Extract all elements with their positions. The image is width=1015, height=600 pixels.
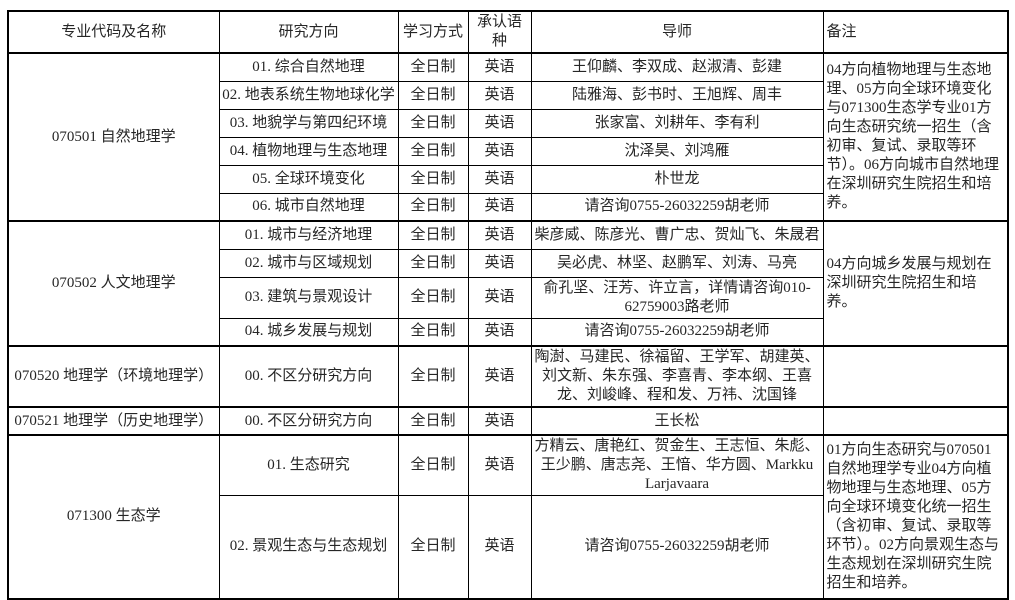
- study-mode-cell: 全日制: [397, 80, 469, 110]
- language-cell: 英语: [467, 52, 532, 82]
- direction-cell: 00. 不区分研究方向: [218, 345, 399, 408]
- advisors-cell: 王长松: [530, 406, 824, 436]
- direction-cell: 04. 植物地理与生态地理: [218, 136, 399, 166]
- advisors-cell: 张家富、刘耕年、李有利: [530, 108, 824, 138]
- study-mode-cell: 全日制: [397, 192, 469, 222]
- direction-cell: 02. 地表系统生物地球化学: [218, 80, 399, 110]
- remark-cell: [822, 406, 1009, 436]
- language-cell: 英语: [467, 317, 532, 347]
- table-row: 04. 植物地理与生态地理 全日制 英语 沈泽昊、刘鸿雁: [8, 136, 1008, 166]
- study-mode-cell: 全日制: [397, 164, 469, 194]
- col-header-accepted-language: 承认语种: [467, 10, 532, 54]
- direction-cell: 04. 城乡发展与规划: [218, 317, 399, 347]
- direction-cell: 02. 景观生态与生态规划: [218, 495, 399, 599]
- study-mode-cell: 全日制: [397, 345, 469, 408]
- advisors-cell: 柴彦威、陈彦光、曹广忠、贺灿飞、朱晟君: [530, 220, 824, 250]
- study-mode-cell: 全日制: [397, 220, 469, 250]
- col-header-remarks: 备注: [822, 10, 1009, 54]
- direction-cell: 01. 城市与经济地理: [218, 220, 399, 250]
- language-cell: 英语: [467, 192, 532, 222]
- direction-cell: 00. 不区分研究方向: [218, 406, 399, 436]
- language-cell: 英语: [467, 220, 532, 250]
- language-cell: 英语: [467, 164, 532, 194]
- advisors-cell: 沈泽昊、刘鸿雁: [530, 136, 824, 166]
- language-cell: 英语: [467, 80, 532, 110]
- col-header-research-direction: 研究方向: [218, 10, 399, 54]
- remark-cell: 04方向植物地理与生态地理、05方向全球环境变化与071300生态学专业01方向…: [822, 52, 1009, 222]
- admissions-table: 专业代码及名称 研究方向 学习方式 承认语种 导师 备注 070501 自然地理…: [7, 10, 1009, 600]
- study-mode-cell: 全日制: [397, 108, 469, 138]
- language-cell: 英语: [467, 495, 532, 599]
- program-cell: 070521 地理学（历史地理学）: [7, 406, 220, 436]
- table-row: 03. 建筑与景观设计 全日制 英语 俞孔坚、汪芳、许立言，详情请咨询010-6…: [8, 276, 1008, 319]
- table-row: 05. 全球环境变化 全日制 英语 朴世龙: [8, 164, 1008, 194]
- language-cell: 英语: [467, 406, 532, 436]
- language-cell: 英语: [467, 345, 532, 408]
- advisors-cell: 朴世龙: [530, 164, 824, 194]
- advisors-cell: 吴必虎、林坚、赵鹏军、刘涛、马亮: [530, 248, 824, 278]
- direction-cell: 02. 城市与区域规划: [218, 248, 399, 278]
- direction-cell: 03. 建筑与景观设计: [218, 276, 399, 319]
- advisors-cell: 请咨询0755-26032259胡老师: [530, 495, 824, 599]
- table-row: 070520 地理学（环境地理学） 00. 不区分研究方向 全日制 英语 陶澍、…: [7, 345, 1009, 408]
- advisors-cell: 陆雅海、彭书时、王旭辉、周丰: [530, 80, 824, 110]
- advisors-cell: 陶澍、马建民、徐福留、王学军、胡建英、刘文新、朱东强、李喜青、李本纲、王喜龙、刘…: [530, 345, 824, 408]
- program-cell: 071300 生态学: [7, 434, 220, 599]
- study-mode-cell: 全日制: [397, 248, 469, 278]
- program-cell: 070502 人文地理学: [7, 220, 220, 347]
- study-mode-cell: 全日制: [397, 434, 469, 496]
- program-cell: 070501 自然地理学: [7, 52, 220, 222]
- table-row: 03. 地貌学与第四纪环境 全日制 英语 张家富、刘耕年、李有利: [8, 108, 1008, 138]
- table-row: 04. 城乡发展与规划 全日制 英语 请咨询0755-26032259胡老师: [8, 317, 1008, 347]
- remark-cell: [822, 345, 1009, 408]
- study-mode-cell: 全日制: [397, 495, 469, 599]
- advisors-cell: 请咨询0755-26032259胡老师: [530, 317, 824, 347]
- direction-cell: 03. 地貌学与第四纪环境: [218, 108, 399, 138]
- language-cell: 英语: [467, 108, 532, 138]
- table-row: 071300 生态学 01. 生态研究 全日制 英语 方精云、唐艳红、贺金生、王…: [7, 434, 1009, 599]
- col-header-program-code-name: 专业代码及名称: [7, 10, 220, 54]
- language-cell: 英语: [467, 248, 532, 278]
- remark-cell: 01方向生态研究与070501自然地理学专业04方向植物地理与生态地理、05方向…: [822, 434, 1009, 599]
- study-mode-cell: 全日制: [397, 136, 469, 166]
- table-row: 02. 地表系统生物地球化学 全日制 英语 陆雅海、彭书时、王旭辉、周丰: [8, 80, 1008, 110]
- language-cell: 英语: [467, 136, 532, 166]
- advisors-cell: 方精云、唐艳红、贺金生、王志恒、朱彪、王少鹏、唐志尧、王愔、华方圆、Markku…: [530, 434, 824, 496]
- language-cell: 英语: [467, 434, 532, 496]
- direction-cell: 01. 生态研究: [218, 434, 399, 496]
- admissions-table-container: 专业代码及名称 研究方向 学习方式 承认语种 导师 备注 070501 自然地理…: [7, 10, 1009, 600]
- direction-cell: 01. 综合自然地理: [218, 52, 399, 82]
- advisors-cell: 王仰麟、李双成、赵淑清、彭建: [530, 52, 824, 82]
- table-row: 070501 自然地理学 01. 综合自然地理 全日制 英语 王仰麟、李双成、赵…: [7, 52, 1009, 222]
- direction-cell: 05. 全球环境变化: [218, 164, 399, 194]
- table-row: 02. 城市与区域规划 全日制 英语 吴必虎、林坚、赵鹏军、刘涛、马亮: [8, 248, 1008, 278]
- col-header-study-mode: 学习方式: [397, 10, 469, 54]
- remark-cell: 04方向城乡发展与规划在深圳研究生院招生和培养。: [822, 220, 1009, 347]
- language-cell: 英语: [467, 276, 532, 319]
- direction-cell: 06. 城市自然地理: [218, 192, 399, 222]
- advisors-cell: 请咨询0755-26032259胡老师: [530, 192, 824, 222]
- study-mode-cell: 全日制: [397, 317, 469, 347]
- table-row: 06. 城市自然地理 全日制 英语 请咨询0755-26032259胡老师: [8, 192, 1008, 222]
- header-row: 专业代码及名称 研究方向 学习方式 承认语种 导师 备注: [7, 10, 1009, 54]
- study-mode-cell: 全日制: [397, 406, 469, 436]
- table-row: 070502 人文地理学 01. 城市与经济地理 全日制 英语 柴彦威、陈彦光、…: [7, 220, 1009, 347]
- table-row: 070521 地理学（历史地理学） 00. 不区分研究方向 全日制 英语 王长松: [7, 406, 1009, 436]
- study-mode-cell: 全日制: [397, 52, 469, 82]
- advisors-cell: 俞孔坚、汪芳、许立言，详情请咨询010-62759003路老师: [530, 276, 824, 319]
- study-mode-cell: 全日制: [397, 276, 469, 319]
- program-cell: 070520 地理学（环境地理学）: [7, 345, 220, 408]
- col-header-advisors: 导师: [530, 10, 824, 54]
